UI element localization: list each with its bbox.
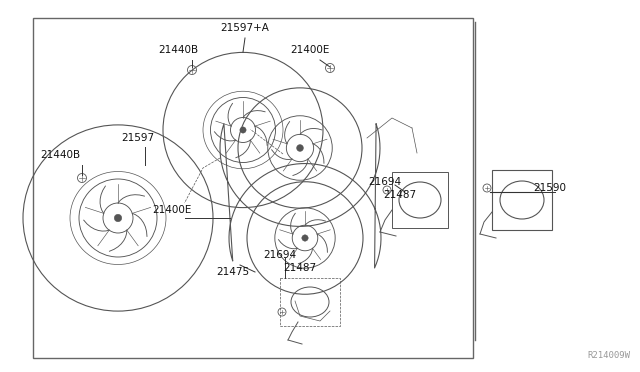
Text: 21590: 21590 — [534, 183, 566, 193]
Text: R214009W: R214009W — [587, 351, 630, 360]
Text: 21440B: 21440B — [40, 150, 80, 160]
Bar — [33, 18, 473, 358]
Text: 21487: 21487 — [284, 263, 317, 273]
Circle shape — [296, 145, 303, 151]
Bar — [392, 172, 448, 228]
Text: 21487: 21487 — [383, 190, 417, 200]
Circle shape — [240, 127, 246, 133]
Text: 21400E: 21400E — [152, 205, 192, 215]
Text: 21694: 21694 — [264, 250, 296, 260]
Text: 21694: 21694 — [369, 177, 401, 187]
Text: 21400E: 21400E — [291, 45, 330, 55]
Text: 21597: 21597 — [122, 133, 155, 143]
Text: 21440B: 21440B — [158, 45, 198, 55]
Text: 21597+A: 21597+A — [221, 23, 269, 33]
Text: 21475: 21475 — [216, 267, 250, 277]
Circle shape — [302, 235, 308, 241]
Bar — [492, 170, 552, 230]
Circle shape — [115, 214, 122, 222]
Bar — [280, 278, 340, 326]
